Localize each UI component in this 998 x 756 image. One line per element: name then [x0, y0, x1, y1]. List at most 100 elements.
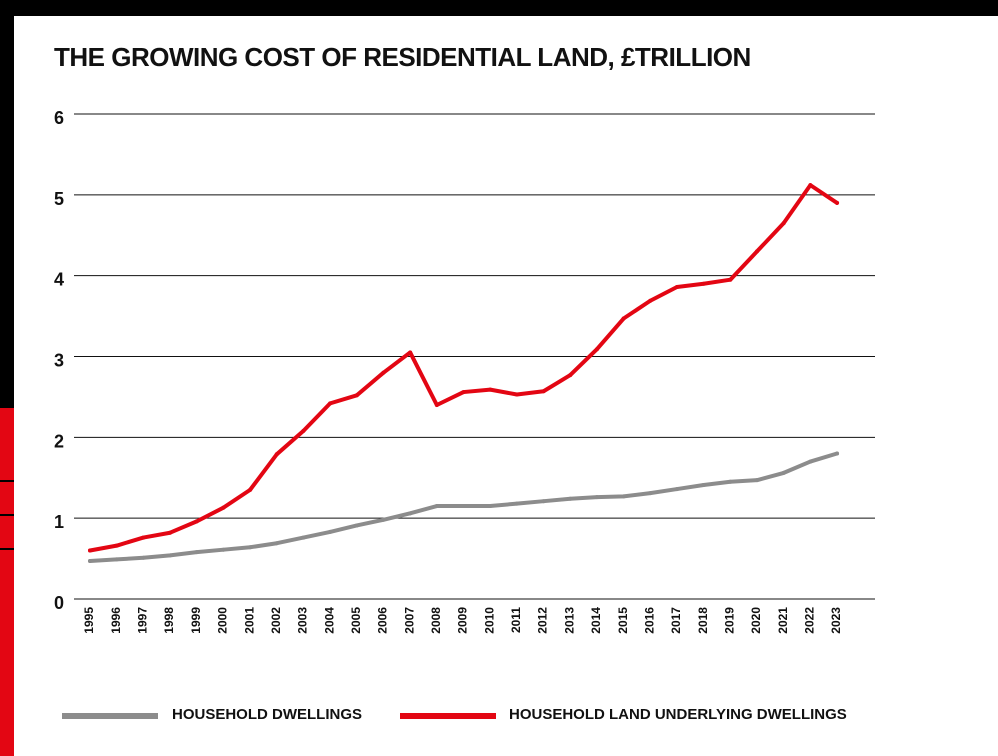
data-point	[434, 504, 439, 509]
data-point	[755, 478, 759, 483]
data-point	[88, 559, 92, 564]
accent-bar-divider	[0, 480, 14, 482]
data-point	[701, 281, 706, 286]
data-point	[274, 541, 279, 546]
line-chart: 0 1 2 3 4 5 6 1995 1996 1997 1998 1999 2000 2001 2002…	[54, 108, 875, 634]
x-tick-label: 2000	[216, 607, 230, 634]
data-point	[381, 370, 386, 375]
data-point	[514, 392, 519, 397]
data-point	[328, 401, 333, 406]
y-axis-tick-labels: 0 1 2 3 4 5 6	[54, 108, 64, 613]
legend-label: HOUSEHOLD DWELLINGS	[172, 706, 362, 723]
data-point	[541, 499, 546, 504]
x-tick-label: 2012	[536, 607, 550, 634]
x-tick-label: 2003	[296, 607, 310, 634]
series-line	[88, 183, 840, 553]
x-tick-label: 2002	[269, 607, 283, 634]
x-tick-label: 2020	[749, 607, 763, 634]
legend-swatch-grey	[62, 713, 158, 719]
chart-panel	[14, 16, 998, 756]
data-point	[114, 543, 119, 548]
data-point	[194, 519, 199, 524]
legend-swatch-red	[400, 713, 496, 719]
x-tick-label: 2014	[589, 607, 603, 634]
data-point	[194, 550, 199, 555]
data-series	[88, 183, 840, 564]
data-point	[88, 548, 92, 553]
data-point	[274, 452, 279, 457]
data-point	[648, 491, 653, 496]
x-tick-label: 2016	[642, 607, 656, 634]
accent-bar-divider	[0, 548, 14, 550]
data-point	[541, 389, 546, 394]
x-tick-label: 2001	[242, 607, 256, 634]
data-point	[808, 459, 813, 464]
data-point	[114, 557, 119, 562]
data-point	[488, 387, 493, 392]
y-tick-label: 2	[54, 431, 64, 451]
data-point	[408, 350, 413, 355]
legend-label: HOUSEHOLD LAND UNDERLYING DWELLINGS	[509, 706, 847, 723]
x-tick-label: 2021	[776, 607, 790, 634]
series-household-dwellings	[88, 451, 840, 564]
data-point	[674, 284, 679, 289]
data-point	[728, 277, 733, 282]
data-point	[221, 505, 226, 510]
data-point	[674, 487, 679, 492]
data-point	[781, 470, 786, 475]
x-tick-label: 1996	[109, 607, 123, 634]
data-point	[648, 298, 653, 303]
data-point	[248, 487, 253, 492]
x-tick-label: 2011	[509, 607, 523, 633]
data-point	[328, 529, 333, 534]
data-point	[594, 495, 599, 500]
data-point	[461, 390, 466, 395]
data-point	[354, 393, 359, 398]
x-tick-label: 2017	[669, 607, 683, 634]
data-point	[621, 494, 626, 499]
x-tick-label: 2009	[456, 607, 470, 634]
y-tick-label: 4	[54, 270, 64, 290]
data-point	[354, 523, 359, 528]
y-tick-label: 5	[54, 189, 64, 209]
y-tick-label: 1	[54, 512, 64, 532]
x-tick-label: 1997	[136, 607, 150, 634]
x-tick-label: 2023	[829, 607, 843, 634]
data-point	[755, 249, 759, 254]
data-point	[141, 555, 146, 560]
accent-bar-divider	[0, 514, 14, 516]
data-point	[488, 504, 493, 509]
data-point	[248, 545, 253, 550]
x-tick-label: 2008	[429, 607, 443, 634]
y-tick-label: 0	[54, 593, 64, 613]
data-point	[434, 403, 439, 407]
x-tick-label: 1995	[82, 607, 96, 634]
data-point	[461, 504, 466, 509]
x-tick-label: 2022	[803, 607, 817, 634]
data-point	[568, 496, 573, 501]
data-point	[301, 535, 306, 540]
series-household-land	[88, 183, 840, 553]
data-point	[835, 200, 840, 205]
gridlines	[74, 113, 875, 600]
x-tick-label: 2006	[376, 607, 390, 634]
data-point	[221, 547, 226, 552]
y-tick-label: 6	[54, 108, 64, 128]
x-tick-label: 1999	[189, 607, 203, 634]
data-point	[408, 511, 413, 516]
chart-title: THE GROWING COST OF RESIDENTIAL LAND, £T…	[54, 42, 751, 72]
data-point	[568, 373, 573, 378]
data-point	[728, 479, 733, 484]
data-point	[594, 347, 599, 352]
top-frame-border	[0, 0, 998, 16]
data-point	[835, 451, 840, 456]
x-tick-label: 2005	[349, 607, 363, 634]
y-tick-label: 3	[54, 351, 64, 371]
x-axis-tick-labels: 1995 1996 1997 1998 1999 2000 2001 2002 2003 2004…	[82, 607, 843, 634]
x-tick-label: 1998	[162, 607, 176, 634]
x-tick-label: 2010	[482, 607, 496, 634]
data-point	[781, 221, 786, 226]
x-tick-label: 2015	[616, 607, 630, 634]
data-point	[168, 530, 173, 535]
data-point	[514, 501, 519, 506]
